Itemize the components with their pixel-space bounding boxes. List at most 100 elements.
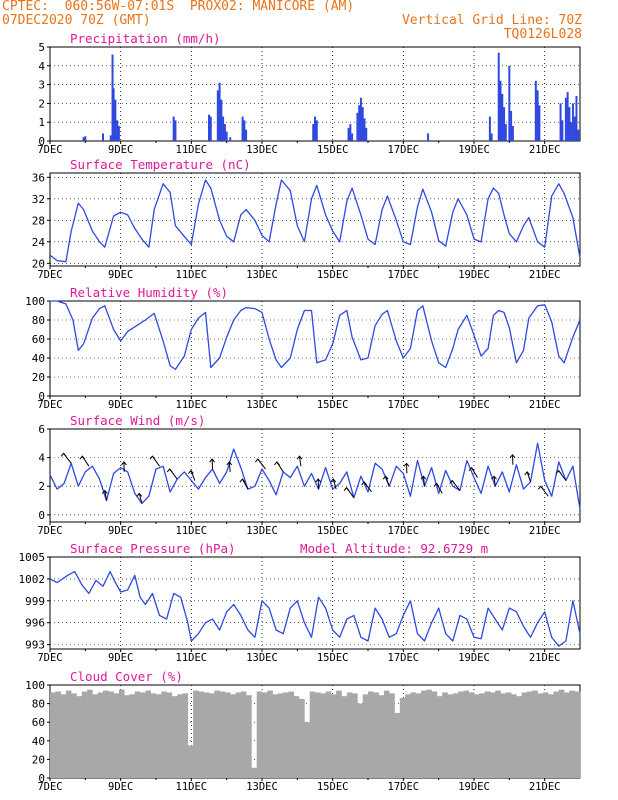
cloud-cover-bar bbox=[325, 691, 332, 778]
humidity-xtick-label: 13DEC bbox=[246, 399, 278, 411]
precipitation-bar bbox=[427, 133, 430, 141]
cloud-cover-bar bbox=[251, 767, 257, 778]
wind-ytick-label: 4 bbox=[38, 452, 45, 465]
precipitation-bar bbox=[570, 122, 573, 141]
cloud-cover-bar bbox=[537, 693, 544, 778]
cloud-cover-bar bbox=[145, 690, 151, 778]
cloud-cover-bar bbox=[161, 691, 167, 778]
pressure-ytick-label: 999 bbox=[25, 595, 45, 608]
cloud-cover-title: Cloud Cover (%) bbox=[70, 669, 183, 684]
cloud-cover-bar bbox=[474, 694, 480, 778]
temperature-ytick-label: 20 bbox=[32, 257, 45, 270]
precipitation-bar bbox=[351, 133, 354, 141]
cloud-cover-bar bbox=[182, 693, 189, 778]
temperature-title: Surface Temperature (nC) bbox=[70, 157, 251, 172]
cloud-cover-bar bbox=[336, 690, 342, 778]
precipitation-title: Precipitation (mm/h) bbox=[70, 31, 221, 46]
wind-xtick-label: 21DEC bbox=[529, 525, 561, 537]
humidity-title: Relative Humidity (%) bbox=[70, 285, 228, 300]
precipitation-bar bbox=[571, 103, 574, 141]
pressure-xtick-label: 13DEC bbox=[246, 652, 278, 664]
precipitation-bar bbox=[109, 135, 112, 141]
cloud-cover-bar bbox=[219, 691, 226, 778]
humidity-xtick-label: 7DEC bbox=[37, 399, 62, 411]
precipitation-bar bbox=[111, 54, 114, 141]
cloud-cover-bar bbox=[436, 696, 443, 778]
wind-panel: 0 2 4 6 7DEC 9DEC 11DEC 13DEC 15DEC 17DEC 19DEC 21D… bbox=[37, 413, 581, 537]
cloud-cover-bar bbox=[97, 692, 104, 778]
grid-note: Vertical Grid Line: 70Z bbox=[401, 13, 582, 28]
cloud-cover-bar bbox=[92, 694, 98, 778]
wind-arrowhead bbox=[121, 461, 127, 466]
wind-ytick-label: 0 bbox=[38, 509, 45, 522]
cloud-cover-bar bbox=[352, 693, 358, 778]
cloud-cover-bar bbox=[368, 691, 374, 778]
cloud-cover-bar bbox=[134, 691, 141, 778]
cloud-cover-bar bbox=[548, 694, 554, 778]
humidity-frame bbox=[49, 300, 581, 397]
wind-title: Surface Wind (m/s) bbox=[70, 413, 205, 428]
precipitation-bar bbox=[114, 99, 117, 141]
temperature-xtick-label: 21DEC bbox=[529, 269, 561, 281]
pressure-xtick-label: 21DEC bbox=[529, 652, 561, 664]
precipitation-bar bbox=[315, 120, 318, 141]
cloud-cover-bar bbox=[330, 694, 337, 778]
wind-arrowhead bbox=[343, 486, 350, 491]
pressure-xtick-label: 7DEC bbox=[37, 652, 62, 664]
precipitation-bar bbox=[508, 65, 511, 141]
wind-arrow bbox=[422, 476, 426, 487]
cloud-cover-xtick-label: 9DEC bbox=[108, 781, 133, 793]
cloud-cover-xtick-label: 19DEC bbox=[458, 781, 490, 793]
cloud-cover-panel: 0 20 40 60 80 100 7DEC 9DEC 11DEC 13DEC 15DEC 17DEC… bbox=[25, 669, 581, 793]
cloud-cover-bar bbox=[505, 692, 512, 778]
cloud-cover-bar bbox=[389, 693, 395, 778]
cloud-cover-bar bbox=[235, 692, 242, 778]
precipitation-bar bbox=[365, 127, 368, 141]
cloud-cover-xtick-label: 7DEC bbox=[37, 781, 62, 793]
humidity-ytick-label: 100 bbox=[25, 295, 45, 308]
precipitation-ytick-label: 0 bbox=[38, 135, 45, 148]
wind-xtick-label: 17DEC bbox=[388, 525, 420, 537]
cloud-cover-bar bbox=[50, 692, 56, 778]
precipitation-bar bbox=[229, 137, 232, 141]
humidity-xtick-label: 15DEC bbox=[317, 399, 349, 411]
cloud-cover-bar bbox=[246, 695, 252, 778]
cloud-cover-bar bbox=[272, 694, 279, 778]
wind-arrowhead bbox=[433, 482, 440, 487]
cloud-cover-bar bbox=[383, 690, 390, 778]
wind-arrow bbox=[298, 456, 302, 467]
cloud-cover-bar bbox=[103, 690, 109, 778]
cloud-cover-bar bbox=[421, 690, 427, 778]
precipitation-xtick-label: 9DEC bbox=[108, 144, 133, 156]
pressure-series-line bbox=[49, 570, 581, 647]
cloud-cover-bar bbox=[124, 695, 130, 778]
cloud-cover-bar bbox=[240, 691, 247, 778]
precipitation-bar bbox=[216, 90, 219, 141]
cloud-cover-bar bbox=[415, 693, 422, 778]
cloud-cover-bar bbox=[283, 692, 289, 778]
precipitation-bar bbox=[172, 116, 175, 141]
cloud-cover-bar bbox=[81, 691, 88, 778]
humidity-ytick-label: 80 bbox=[32, 314, 45, 327]
wind-arrow bbox=[332, 478, 337, 490]
precipitation-bar bbox=[241, 116, 244, 141]
temperature-xtick-label: 13DEC bbox=[246, 269, 278, 281]
cloud-cover-bar bbox=[479, 693, 485, 778]
wind-arrowhead bbox=[491, 475, 497, 480]
wind-arrow bbox=[138, 493, 143, 504]
pressure-xtick-label: 11DEC bbox=[176, 652, 208, 664]
cloud-cover-bar bbox=[463, 690, 469, 778]
precipitation-bar bbox=[82, 137, 85, 141]
precipitation-bar bbox=[245, 129, 248, 141]
cloud-cover-bar bbox=[405, 694, 411, 778]
temperature-xtick-label: 9DEC bbox=[108, 269, 133, 281]
wind-arrowhead bbox=[226, 461, 233, 466]
wind-arrowhead bbox=[79, 455, 86, 460]
pressure-xtick-label: 15DEC bbox=[317, 652, 349, 664]
precipitation-bar bbox=[577, 129, 580, 141]
cloud-cover-bar bbox=[224, 692, 231, 778]
cloud-cover-bar bbox=[177, 694, 183, 778]
temperature-ytick-label: 36 bbox=[32, 171, 45, 184]
cloud-cover-bar bbox=[399, 698, 406, 778]
cloud-cover-xtick-label: 17DEC bbox=[388, 781, 420, 793]
